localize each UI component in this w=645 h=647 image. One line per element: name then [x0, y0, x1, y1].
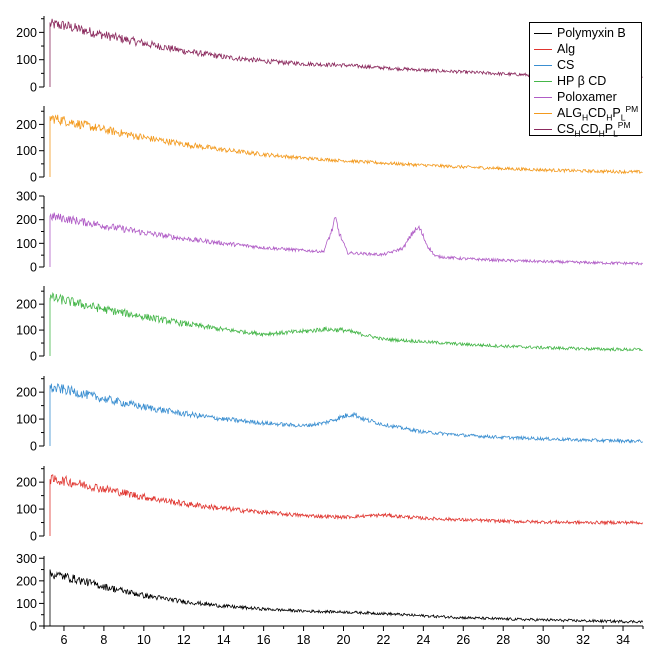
x-tick-label-12: 12 [177, 633, 191, 647]
legend-swatch [534, 32, 552, 34]
x-tick-label-30: 30 [536, 633, 550, 647]
y-tick-label-5-100: 100 [16, 503, 37, 517]
legend-label: Alg [557, 42, 576, 56]
x-tick-label-24: 24 [416, 633, 430, 647]
x-tick-label-26: 26 [456, 633, 470, 647]
y-tick-label-2-200: 200 [16, 213, 37, 227]
y-tick-label-6-200: 200 [16, 574, 37, 588]
y-tick-label-6-0: 0 [30, 620, 37, 634]
legend-label: HP β CD [557, 74, 607, 88]
legend-swatch [534, 64, 552, 66]
y-tick-label-1-200: 200 [16, 118, 37, 132]
series-line-2 [49, 212, 643, 267]
y-tick-label-1-100: 100 [16, 144, 37, 158]
x-tick-label-28: 28 [496, 633, 510, 647]
series-line-3 [49, 291, 643, 356]
legend-swatch [534, 112, 552, 114]
series-line-1 [49, 114, 643, 177]
series-line-6 [49, 569, 643, 626]
y-tick-label-1-0: 0 [30, 171, 37, 185]
legend-item: CSHCDHPLPM [534, 119, 641, 139]
y-tick-label-2-0: 0 [30, 261, 37, 275]
legend-item: HP β CD [534, 73, 641, 89]
legend-label: CSHCDHPLPM [557, 119, 631, 139]
y-tick-label-4-100: 100 [16, 413, 37, 427]
y-tick-label-0-200: 200 [16, 26, 37, 40]
x-tick-label-34: 34 [616, 633, 630, 647]
y-tick-label-0-100: 100 [16, 53, 37, 67]
series-line-4 [49, 383, 643, 446]
y-tick-label-5-200: 200 [16, 476, 37, 490]
legend-item: CS [534, 57, 641, 73]
x-tick-label-10: 10 [137, 633, 151, 647]
y-tick-label-5-0: 0 [30, 530, 37, 544]
x-tick-label-20: 20 [337, 633, 351, 647]
x-tick-label-14: 14 [217, 633, 231, 647]
x-tick-label-16: 16 [257, 633, 271, 647]
legend-label: CS [557, 58, 575, 72]
y-tick-label-2-300: 300 [16, 190, 37, 204]
chart-legend: Polymyxin B Alg CS HP β CD Poloxamer ALGHCDHP… [529, 22, 642, 139]
legend-swatch [534, 80, 552, 82]
x-tick-label-18: 18 [297, 633, 311, 647]
legend-item: Poloxamer [534, 89, 641, 105]
x-tick-label-6: 6 [60, 633, 67, 647]
y-tick-label-4-200: 200 [16, 386, 37, 400]
y-tick-label-6-100: 100 [16, 597, 37, 611]
legend-swatch [534, 48, 552, 50]
y-tick-label-0-0: 0 [30, 81, 37, 95]
legend-swatch [534, 128, 552, 130]
y-tick-label-6-300: 300 [16, 552, 37, 566]
legend-item: ALGHCDHPLPM [534, 103, 641, 123]
x-tick-label-8: 8 [100, 633, 107, 647]
y-tick-label-3-0: 0 [30, 350, 37, 364]
legend-label: ALGHCDHPLPM [557, 103, 639, 123]
y-tick-label-2-100: 100 [16, 237, 37, 251]
legend-label: Polymyxin B [557, 26, 626, 40]
legend-label: Poloxamer [557, 90, 617, 104]
legend-item: Alg [534, 41, 641, 57]
y-tick-label-3-100: 100 [16, 324, 37, 338]
legend-swatch [534, 96, 552, 98]
y-tick-label-4-0: 0 [30, 440, 37, 454]
x-tick-label-32: 32 [576, 633, 590, 647]
y-tick-label-3-200: 200 [16, 298, 37, 312]
x-tick-label-22: 22 [376, 633, 390, 647]
series-line-5 [49, 474, 643, 536]
legend-item: Polymyxin B [534, 25, 641, 41]
